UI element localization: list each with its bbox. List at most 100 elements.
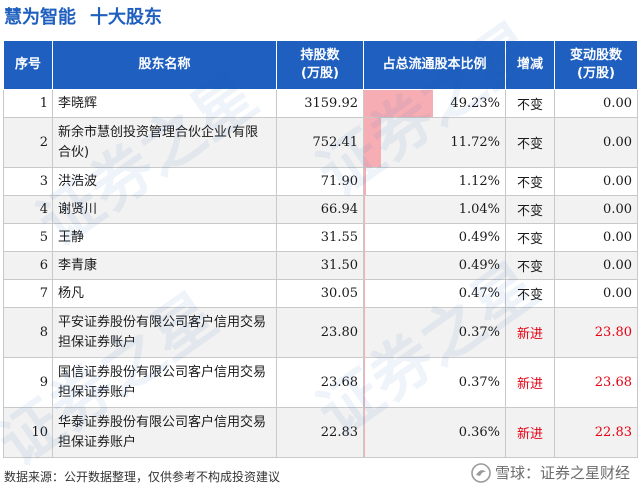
row-index: 6 xyxy=(3,251,53,280)
changed-shares: 0.00 xyxy=(554,195,638,224)
changed-shares: 0.00 xyxy=(554,279,638,308)
table-row: 3 洪浩波 71.90 1.12% 不变 0.00 xyxy=(3,167,638,196)
shareholder-name: 李青康 xyxy=(52,251,277,280)
ratio-cell: 11.72% xyxy=(363,117,506,168)
shareholder-name: 洪浩波 xyxy=(52,167,277,196)
header-name: 股东名称 xyxy=(52,40,277,90)
header-change: 增减 xyxy=(505,40,555,90)
table-row: 4 谢贤川 66.94 1.04% 不变 0.00 xyxy=(3,195,638,224)
shareholder-name: 华泰证券股份有限公司客户信用交易担保证券账户 xyxy=(52,407,277,458)
changed-shares: 0.00 xyxy=(554,89,638,118)
ratio-value: 1.04% xyxy=(458,202,500,217)
ratio-value: 0.37% xyxy=(458,375,500,390)
change-status: 不变 xyxy=(505,279,555,308)
page-subtitle: 十大股东 xyxy=(90,7,162,28)
ratio-bar xyxy=(364,224,365,251)
header-delta: 变动股数 (万股) xyxy=(554,40,638,90)
table-header-row: 序号 股东名称 持股数 (万股) 占总流通股本比例 增减 变动股数 (万股) xyxy=(3,40,638,90)
changed-shares: 0.00 xyxy=(554,223,638,252)
table-row: 1 李晓辉 3159.92 49.23% 不变 0.00 xyxy=(3,89,638,118)
ratio-value: 11.72% xyxy=(450,135,500,150)
row-index: 10 xyxy=(3,407,53,458)
row-index: 2 xyxy=(3,117,53,168)
change-status: 不变 xyxy=(505,117,555,168)
ratio-bar xyxy=(364,118,381,167)
header-shares-line2: (万股) xyxy=(301,66,339,81)
ratio-value: 0.49% xyxy=(458,258,500,273)
shareholder-name: 王静 xyxy=(52,223,277,252)
ratio-cell: 1.04% xyxy=(363,195,506,224)
footer-brand-text: 雪球：证券之星财经 xyxy=(494,464,630,482)
table-row: 8 平安证券股份有限公司客户信用交易担保证券账户 23.80 0.37% 新进 23.80 xyxy=(3,307,638,358)
shareholder-name: 李晓辉 xyxy=(52,89,277,118)
shares-held: 66.94 xyxy=(276,195,364,224)
change-status: 不变 xyxy=(505,89,555,118)
ratio-bar xyxy=(364,196,366,223)
row-index: 8 xyxy=(3,307,53,358)
change-status: 不变 xyxy=(505,223,555,252)
shares-held: 3159.92 xyxy=(276,89,364,118)
shares-held: 31.55 xyxy=(276,223,364,252)
change-status: 新进 xyxy=(505,307,555,358)
row-index: 5 xyxy=(3,223,53,252)
ratio-cell: 0.49% xyxy=(363,223,506,252)
changed-shares: 23.80 xyxy=(554,307,638,358)
ratio-value: 0.36% xyxy=(458,425,500,440)
ratio-cell: 0.37% xyxy=(363,357,506,408)
row-index: 7 xyxy=(3,279,53,308)
ratio-cell: 0.47% xyxy=(363,279,506,308)
ratio-bar xyxy=(364,280,365,307)
ratio-value: 0.37% xyxy=(458,325,500,340)
snowball-logo-icon xyxy=(471,462,491,483)
title-bar: 慧为智能 十大股东 xyxy=(4,2,162,30)
header-idx: 序号 xyxy=(3,40,53,90)
row-index: 4 xyxy=(3,195,53,224)
table-row: 5 王静 31.55 0.49% 不变 0.00 xyxy=(3,223,638,252)
shareholder-name: 国信证券股份有限公司客户信用交易担保证券账户 xyxy=(52,357,277,408)
changed-shares: 22.83 xyxy=(554,407,638,458)
shares-held: 23.68 xyxy=(276,357,364,408)
ratio-bar xyxy=(364,252,365,279)
shareholder-name: 平安证券股份有限公司客户信用交易担保证券账户 xyxy=(52,307,277,358)
row-index: 1 xyxy=(3,89,53,118)
ratio-cell: 0.36% xyxy=(363,407,506,458)
shareholder-name: 谢贤川 xyxy=(52,195,277,224)
ratio-value: 0.47% xyxy=(458,286,500,301)
header-shares-line1: 持股数 xyxy=(300,48,340,63)
ratio-cell: 49.23% xyxy=(363,89,506,118)
ratio-value: 49.23% xyxy=(450,96,500,111)
changed-shares: 0.00 xyxy=(554,117,638,168)
ratio-bar xyxy=(364,308,365,357)
ratio-value: 1.12% xyxy=(458,174,500,189)
changed-shares: 0.00 xyxy=(554,251,638,280)
shareholders-table: 序号 股东名称 持股数 (万股) 占总流通股本比例 增减 变动股数 (万股) 1… xyxy=(3,40,638,458)
changed-shares: 23.68 xyxy=(554,357,638,408)
header-shares: 持股数 (万股) xyxy=(276,40,364,90)
change-status: 不变 xyxy=(505,167,555,196)
header-ratio: 占总流通股本比例 xyxy=(363,40,506,90)
table-body: 1 李晓辉 3159.92 49.23% 不变 0.00 2 新余市慧创投资管理合伙企业(有限… xyxy=(3,89,638,458)
change-status: 不变 xyxy=(505,251,555,280)
ratio-bar xyxy=(364,358,365,407)
row-index: 3 xyxy=(3,167,53,196)
table-row: 7 杨凡 30.05 0.47% 不变 0.00 xyxy=(3,279,638,308)
shares-held: 30.05 xyxy=(276,279,364,308)
shares-held: 71.90 xyxy=(276,167,364,196)
ratio-cell: 0.49% xyxy=(363,251,506,280)
table-row: 9 国信证券股份有限公司客户信用交易担保证券账户 23.68 0.37% 新进 23.68 xyxy=(3,357,638,408)
shareholder-name: 杨凡 xyxy=(52,279,277,308)
row-index: 9 xyxy=(3,357,53,408)
table-row: 2 新余市慧创投资管理合伙企业(有限合伙) 752.41 11.72% 不变 0.00 xyxy=(3,117,638,168)
header-delta-line1: 变动股数 xyxy=(569,48,622,63)
ratio-bar xyxy=(364,408,365,457)
table-row: 6 李青康 31.50 0.49% 不变 0.00 xyxy=(3,251,638,280)
shares-held: 23.80 xyxy=(276,307,364,358)
ratio-value: 0.49% xyxy=(458,230,500,245)
footer-brand: 雪球：证券之星财经 xyxy=(471,462,630,483)
ratio-bar xyxy=(364,168,366,195)
change-status: 新进 xyxy=(505,407,555,458)
changed-shares: 0.00 xyxy=(554,167,638,196)
ratio-cell: 1.12% xyxy=(363,167,506,196)
shares-held: 31.50 xyxy=(276,251,364,280)
header-delta-line2: (万股) xyxy=(577,66,615,81)
